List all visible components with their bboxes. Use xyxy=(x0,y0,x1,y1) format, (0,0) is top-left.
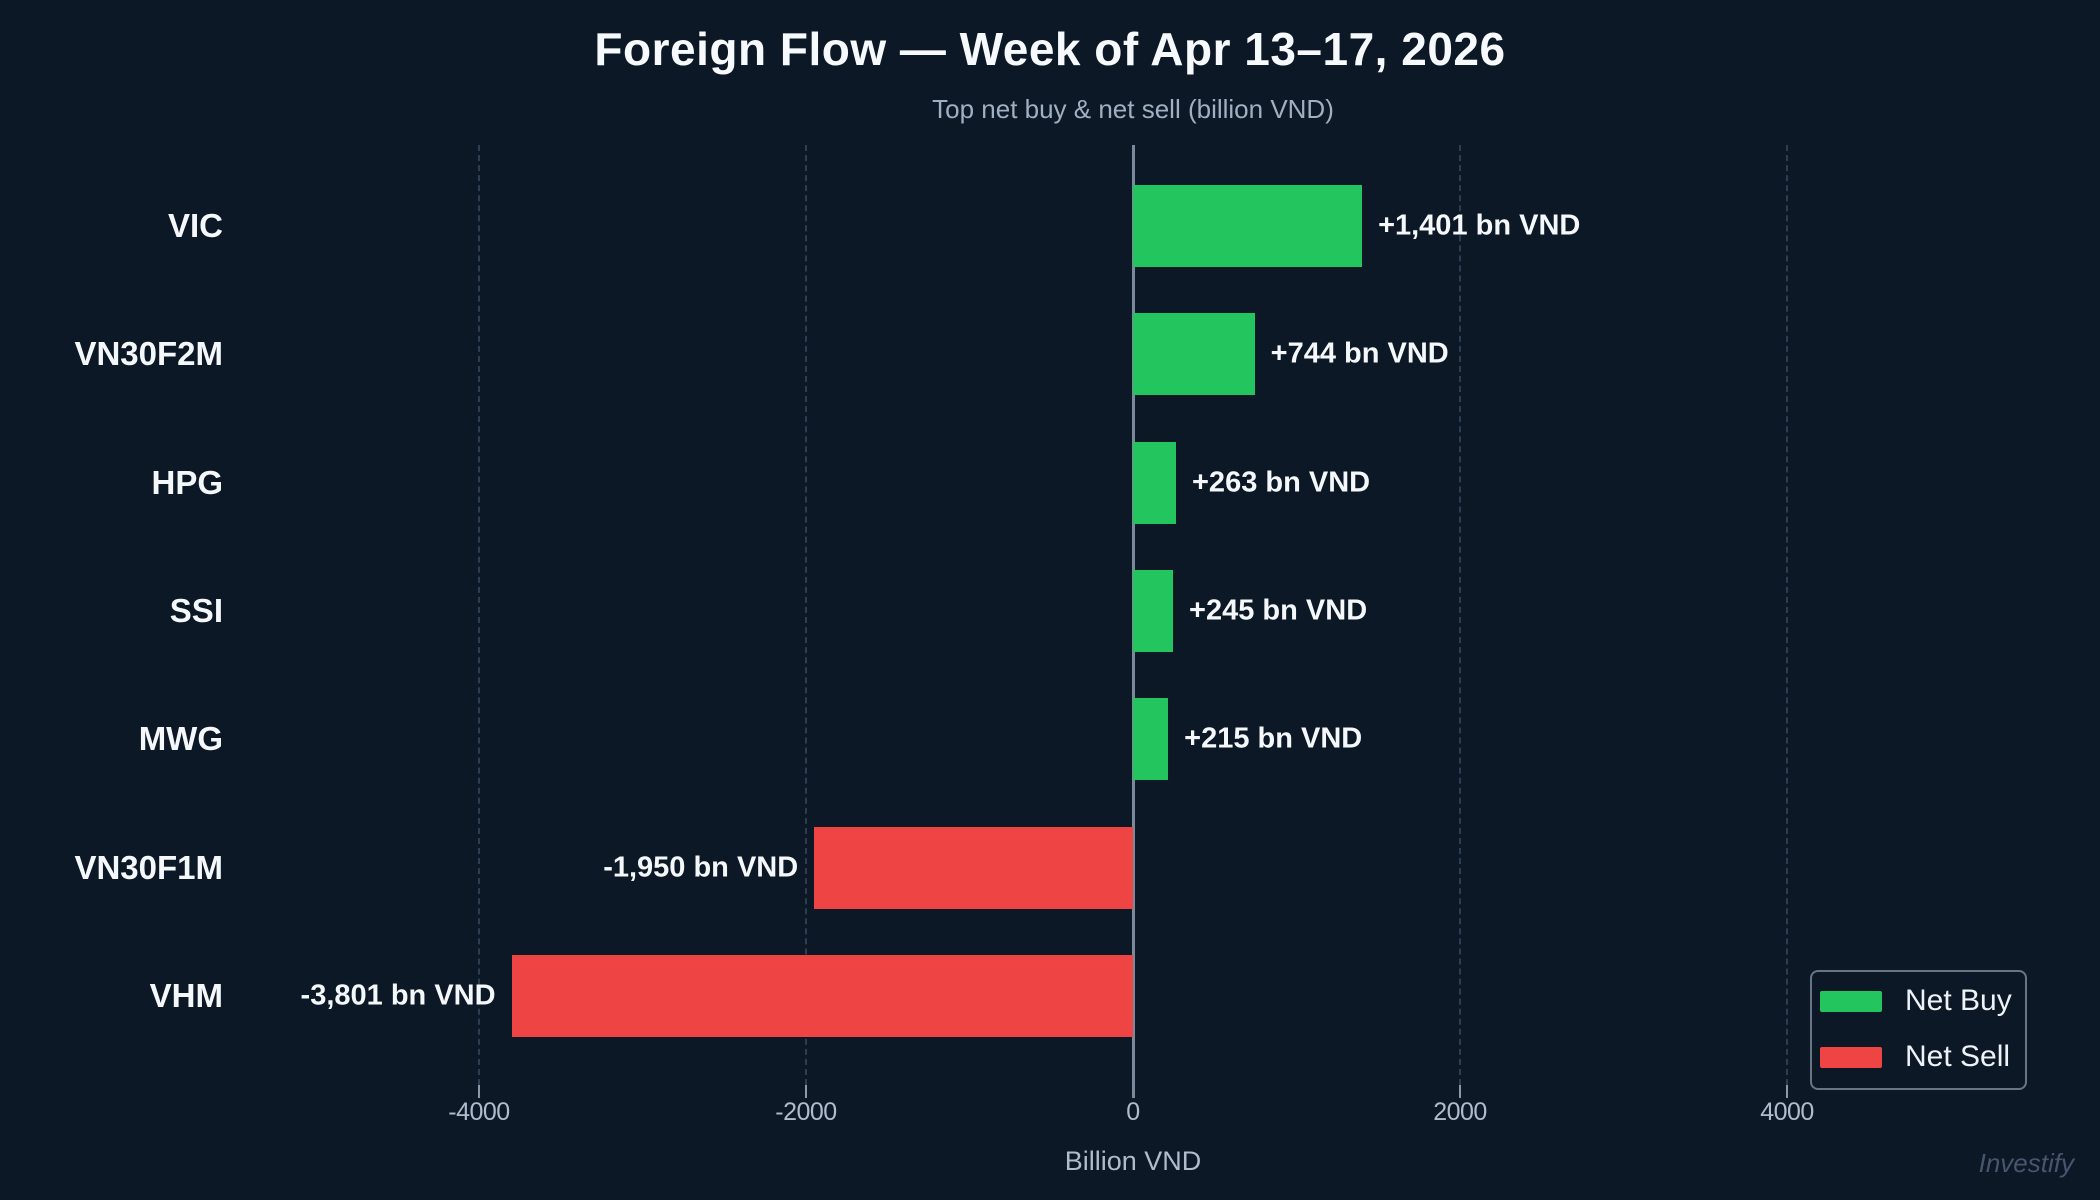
net-buy-bar xyxy=(1133,569,1174,652)
x-tick-label: 4000 xyxy=(1760,1098,1814,1126)
category-label: VN30F2M xyxy=(74,335,223,373)
net-sell-swatch-icon xyxy=(1820,1046,1882,1068)
x-tick-label: 2000 xyxy=(1433,1098,1487,1126)
gridline xyxy=(478,145,480,1085)
legend: Net Buy Net Sell xyxy=(1810,970,2027,1090)
category-label: VHM xyxy=(149,976,223,1014)
category-label: VIC xyxy=(167,207,223,244)
gridline xyxy=(805,145,807,1085)
chart-title: Foreign Flow — Week of Apr 13–17, 2026 xyxy=(594,23,1506,75)
category-label: HPG xyxy=(151,463,223,501)
x-tick-mark xyxy=(1459,1085,1461,1098)
category-label: SSI xyxy=(169,591,223,629)
x-tick-mark xyxy=(805,1085,807,1098)
category-label: MWG xyxy=(138,720,223,758)
value-label: -3,801 bn VND xyxy=(300,979,496,1012)
x-tick-label: -2000 xyxy=(775,1098,837,1126)
gridline xyxy=(1459,145,1461,1085)
value-label: +245 bn VND xyxy=(1189,594,1368,627)
net-buy-bar xyxy=(1133,185,1363,267)
category-label: VN30F1M xyxy=(74,848,223,886)
x-tick-mark xyxy=(478,1085,480,1098)
legend-item-net-buy: Net Buy xyxy=(1820,984,2012,1018)
legend-label-net-sell: Net Sell xyxy=(1905,1040,2011,1073)
watermark: Investify xyxy=(1978,1148,2074,1178)
net-buy-bar xyxy=(1133,313,1255,396)
x-tick-label: -4000 xyxy=(448,1098,510,1126)
net-buy-swatch-icon xyxy=(1820,990,1882,1012)
net-buy-bar xyxy=(1133,441,1176,524)
gridline xyxy=(1786,145,1788,1085)
chart-subtitle: Top net buy & net sell (billion VND) xyxy=(932,94,1334,124)
legend-item-net-sell: Net Sell xyxy=(1820,1040,2012,1074)
net-sell-bar xyxy=(511,954,1133,1037)
net-sell-bar xyxy=(814,826,1133,909)
value-label: +744 bn VND xyxy=(1270,337,1449,370)
x-tick-label: 0 xyxy=(1126,1098,1140,1126)
x-axis-label: Billion VND xyxy=(1064,1146,1202,1176)
x-tick-mark xyxy=(1786,1085,1788,1098)
value-label: -1,950 bn VND xyxy=(603,851,799,883)
legend-label-net-buy: Net Buy xyxy=(1905,984,2012,1017)
value-label: +215 bn VND xyxy=(1184,722,1363,755)
value-label: +1,401 bn VND xyxy=(1378,209,1581,242)
value-label: +263 bn VND xyxy=(1192,466,1371,499)
net-buy-bar xyxy=(1133,698,1169,781)
